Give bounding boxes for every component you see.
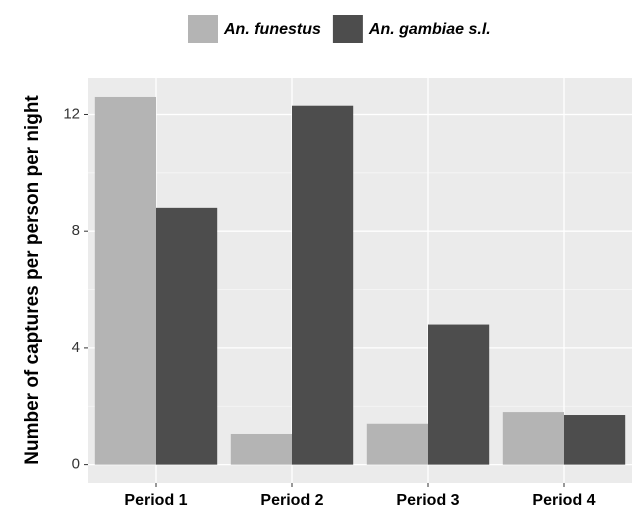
x-tick-label: Period 1 bbox=[124, 492, 187, 509]
y-tick-label: 0 bbox=[72, 456, 80, 473]
y-tick-label: 12 bbox=[63, 105, 80, 122]
legend-label: An. gambiae s.l. bbox=[368, 21, 491, 38]
bar bbox=[94, 96, 156, 465]
y-tick-label: 4 bbox=[72, 339, 80, 356]
bar bbox=[366, 423, 428, 465]
x-tick-label: Period 2 bbox=[260, 492, 323, 509]
bar bbox=[564, 415, 626, 465]
bar bbox=[230, 433, 292, 465]
y-tick-label: 8 bbox=[72, 222, 80, 239]
legend-swatch bbox=[188, 15, 218, 43]
legend-swatch bbox=[332, 15, 363, 43]
bar bbox=[502, 412, 564, 465]
y-axis-title: Number of captures per person per night bbox=[22, 95, 43, 465]
legend-label: An. funestus bbox=[223, 21, 321, 38]
bar bbox=[428, 324, 490, 465]
x-tick-label: Period 4 bbox=[532, 492, 595, 509]
x-tick-label: Period 3 bbox=[396, 492, 459, 509]
bar bbox=[156, 207, 218, 465]
bar bbox=[292, 105, 354, 465]
